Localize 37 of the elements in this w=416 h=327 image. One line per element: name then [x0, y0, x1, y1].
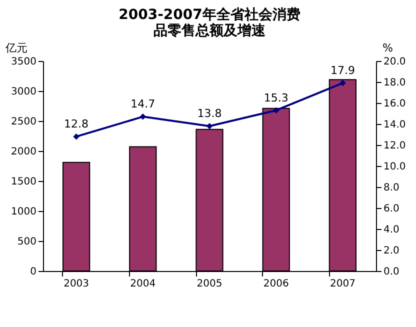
y2-tick-label: 10.0	[384, 162, 406, 172]
y-tick-label: 0	[30, 266, 36, 278]
data-label: 15.3	[264, 91, 288, 104]
y2-tick-label: 2.0	[384, 246, 400, 256]
x-tick-label: 2007	[330, 278, 356, 290]
y2-tick-label: 16.0	[384, 98, 406, 110]
y2-tick-label: 12.0	[384, 140, 406, 152]
y2-tick-label: 14.0	[384, 120, 406, 130]
x-tick-label: 2003	[64, 278, 90, 290]
point	[206, 122, 213, 130]
x-tick-label: 2005	[196, 278, 222, 290]
y-tick-label: 1000	[11, 206, 36, 218]
y-tick-label: 3000	[11, 86, 36, 98]
data-label: 13.8	[197, 107, 222, 120]
x-tick-label: 2004	[130, 278, 156, 290]
y2-tick-label: 4.0	[384, 224, 400, 236]
y2-tick-label: 6.0	[384, 204, 400, 214]
x-tick-label: 2006	[263, 278, 289, 290]
y2-tick-label: 18.0	[384, 78, 406, 88]
data-label: 12.8	[64, 118, 89, 131]
y-axis-title: 亿元	[4, 42, 28, 54]
chart-title: 2003-2007年全省社会消费品零售总额及增速	[118, 7, 300, 39]
point	[340, 80, 346, 86]
point	[272, 107, 280, 114]
y2-tick-label: 8.0	[384, 182, 400, 194]
point	[73, 133, 80, 140]
y-tick-label: 2500	[11, 116, 36, 128]
data-label: 17.9	[330, 64, 355, 78]
data-label: 14.7	[130, 98, 156, 111]
y2-tick-label: 20.0	[384, 56, 406, 68]
point	[140, 113, 146, 120]
y2-tick-label: 0.0	[384, 266, 400, 278]
y-tick-label: 500	[17, 236, 36, 248]
y2-axis-title: %	[382, 42, 393, 54]
y-tick-label: 1500	[11, 176, 36, 188]
y-tick-label: 2000	[11, 146, 36, 158]
y-tick-label: 3500	[11, 56, 36, 68]
